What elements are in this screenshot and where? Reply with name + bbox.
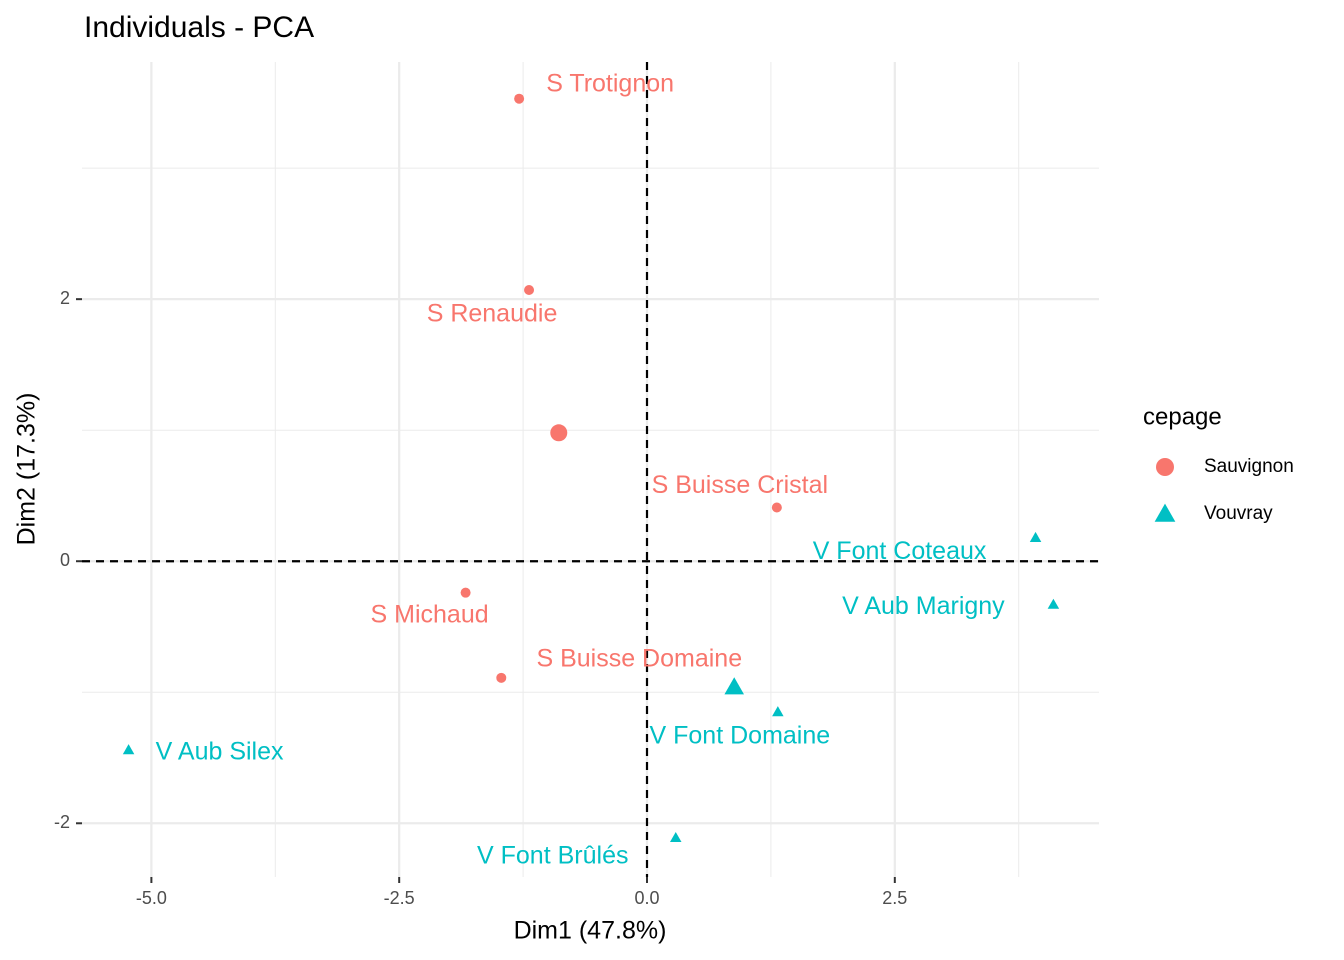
point-label: S Michaud [371,600,489,628]
x-tick-label: 0.0 [634,888,659,908]
legend-key [1154,503,1176,522]
y-axis-label: Dim2 (17.3%) [13,393,41,546]
point [772,706,784,717]
point-label: V Font Coteaux [813,537,987,565]
y-tick-label: 0 [60,550,70,570]
x-tick-label: -2.5 [384,888,415,908]
point [514,93,525,104]
chart-title: Individuals - PCA [84,11,314,44]
point-label: S Renaudie [427,300,558,328]
x-axis-label: Dim1 (47.8%) [514,917,667,945]
point-label: V Font Domaine [650,722,831,750]
y-tick-label: 2 [60,288,70,308]
centroid [724,677,745,695]
point [496,672,507,683]
point-label: V Aub Marigny [842,592,1005,620]
point [1047,598,1060,609]
point [122,744,135,755]
point-label: S Trotignon [546,69,674,97]
point [1029,531,1042,542]
centroid [550,424,568,442]
legend-title: cepage [1143,403,1222,430]
point-label: V Font Brûlés [477,841,628,869]
point [669,831,682,843]
point [460,587,471,598]
y-tick-label: -2 [54,812,70,832]
legend-label: Vouvray [1204,503,1273,524]
point-label: S Buisse Domaine [536,644,742,672]
legend-key [1156,458,1174,476]
x-tick-label: -5.0 [136,888,167,908]
point [524,284,535,295]
legend-label: Sauvignon [1204,456,1294,477]
point-label: S Buisse Cristal [652,471,828,499]
point-label: V Aub Silex [156,738,284,766]
point [771,502,782,513]
x-tick-label: 2.5 [882,888,907,908]
